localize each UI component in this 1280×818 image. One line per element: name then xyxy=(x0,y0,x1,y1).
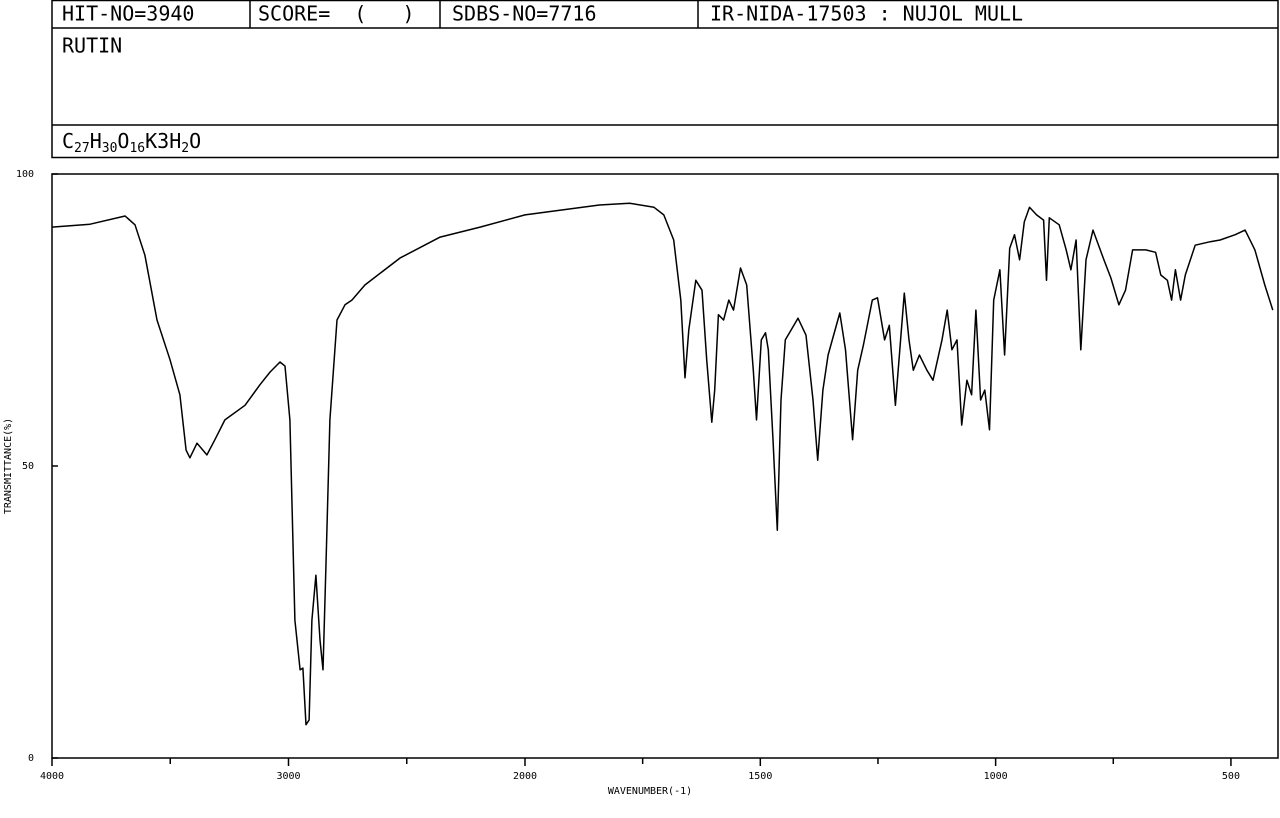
x-tick-label: 4000 xyxy=(40,771,64,782)
score: SCORE= ( ) xyxy=(258,2,415,26)
hit-no: HIT-NO=3940 xyxy=(62,2,194,26)
compound-name: RUTIN xyxy=(62,34,122,58)
sdbs-no: SDBS-NO=7716 xyxy=(452,2,597,26)
formula-subscript: 30 xyxy=(101,141,118,156)
spectrum-line xyxy=(51,202,1274,726)
formula-part: O xyxy=(117,129,130,153)
formula: C27H30O16K3H2O xyxy=(62,130,201,160)
x-tick-label: 3000 xyxy=(276,771,300,782)
formula-part: K3H xyxy=(145,129,182,153)
formula-part: H xyxy=(89,129,102,153)
y-axis-label: TRANSMITTANCE(%) xyxy=(3,418,14,514)
y-tick-label: 0 xyxy=(28,753,34,764)
x-tick-label: 500 xyxy=(1222,771,1240,782)
x-tick-label: 2000 xyxy=(513,771,537,782)
formula-part: C xyxy=(62,129,75,153)
formula-subscript: 27 xyxy=(74,141,90,156)
header-box xyxy=(51,0,1279,159)
x-tick-label: 1500 xyxy=(748,771,772,782)
x-axis-label: WAVENUMBER(-1) xyxy=(608,786,692,797)
formula-subscript: 2 xyxy=(181,141,190,156)
ir-id: IR-NIDA-17503 : NUJOL MULL xyxy=(710,2,1023,26)
plot-frame xyxy=(51,173,1279,759)
y-tick-label: 50 xyxy=(22,461,34,472)
formula-part: O xyxy=(189,129,202,153)
formula-subscript: 16 xyxy=(129,141,146,156)
x-tick-label: 1000 xyxy=(984,771,1008,782)
y-tick-label: 100 xyxy=(16,169,34,180)
